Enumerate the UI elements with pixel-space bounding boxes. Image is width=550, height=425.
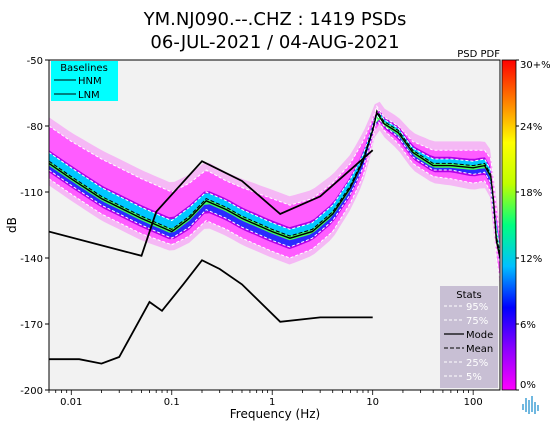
- curve-mode: [49, 111, 500, 259]
- x-tick-label: 100: [464, 397, 483, 408]
- pdf-band-max: [49, 115, 500, 261]
- hnm-legend-label: HNM: [78, 76, 102, 87]
- mode-legend-label: Mode: [466, 330, 493, 341]
- baselines-legend-title: Baselines: [60, 63, 108, 74]
- p25-legend-label: 25%: [466, 358, 488, 369]
- stats-legend-title: Stats: [456, 290, 482, 301]
- colorbar-tick-label: 0%: [520, 380, 536, 391]
- logo-icon: [522, 396, 539, 414]
- x-tick-label: 0.1: [164, 397, 180, 408]
- baselines-legend: Baselines HNM LNM: [51, 61, 118, 101]
- chart-title-line1: YM.NJ090.--.CHZ : 1419 PSDs: [143, 9, 407, 30]
- curve-75pct: [49, 107, 500, 250]
- pdf-band-peak: [49, 112, 500, 258]
- curves-layer: [49, 105, 500, 365]
- y-tick-label: -140: [20, 254, 43, 265]
- colorbar-tick-label: 30+%: [520, 60, 550, 71]
- colorbar-ticks: 30+% 24% 18% 12% 6% 0%: [516, 59, 550, 391]
- x-tick-label: 10: [366, 397, 379, 408]
- stats-legend: Stats 95% 75% Mode Mean 25% 5%: [440, 286, 498, 388]
- lnm-legend-label: LNM: [78, 90, 100, 101]
- colorbar-tick-label: 6%: [520, 320, 536, 331]
- colorbar-tick-label: 18%: [520, 188, 542, 199]
- x-tick-label: 1: [269, 397, 275, 408]
- x-axis: 0.01 0.1 1 10 100: [48, 390, 483, 408]
- x-tick-label: 0.01: [60, 397, 82, 408]
- colorbar-tick-label: 12%: [520, 254, 542, 265]
- x-axis-label: Frequency (Hz): [230, 407, 321, 421]
- curve-lnm: [49, 259, 373, 365]
- curve-mean: [49, 109, 500, 254]
- y-tick-label: -200: [20, 386, 43, 397]
- y-tick-label: -50: [27, 56, 43, 67]
- mean-legend-label: Mean: [466, 344, 493, 355]
- colorbar: [501, 59, 517, 391]
- p95-legend-label: 95%: [466, 302, 488, 313]
- y-tick-label: -110: [20, 188, 43, 199]
- y-tick-label: -170: [20, 320, 43, 331]
- pdf-band-5-95: [49, 110, 500, 280]
- y-axis: -50 -80 -110 -140 -170 -200: [20, 56, 49, 397]
- psd-pdf-label: PSD PDF: [457, 49, 500, 60]
- p5-legend-label: 5%: [466, 372, 482, 383]
- chart-title-line2: 06-JUL-2021 / 04-AUG-2021: [150, 32, 399, 53]
- p75-legend-label: 75%: [466, 316, 488, 327]
- stats-legend-box: [440, 286, 498, 388]
- colorbar-tick-label: 24%: [520, 122, 542, 133]
- y-axis-label: dB: [5, 217, 19, 233]
- y-tick-label: -80: [27, 122, 43, 133]
- plot-frame: [48, 59, 501, 391]
- curve-25pct: [49, 113, 500, 265]
- curve-hnm: [49, 149, 374, 257]
